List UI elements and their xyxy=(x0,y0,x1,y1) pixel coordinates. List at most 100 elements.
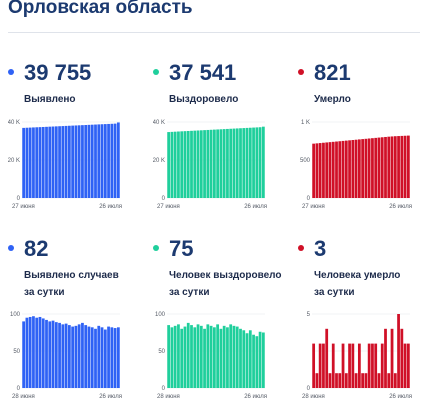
bar xyxy=(183,326,187,388)
bar xyxy=(367,343,371,388)
y-tick-label: 20 K xyxy=(153,158,165,164)
bar xyxy=(361,139,365,198)
bar xyxy=(84,325,88,388)
bar xyxy=(206,324,210,388)
bar xyxy=(48,321,52,388)
bar xyxy=(374,343,378,388)
bar xyxy=(212,327,216,388)
bar xyxy=(252,334,255,388)
bar xyxy=(107,326,110,388)
x-tick-label: 28 июня xyxy=(302,394,325,400)
bar xyxy=(245,127,249,198)
y-tick-label: 20 K xyxy=(8,158,20,164)
x-tick-label: 26 июля xyxy=(99,394,122,400)
bar xyxy=(400,135,404,198)
bar xyxy=(357,139,361,198)
bar xyxy=(216,129,220,198)
bar xyxy=(170,327,174,388)
bar xyxy=(328,142,332,198)
bar xyxy=(209,325,213,388)
stat-value: 82 xyxy=(8,236,48,262)
y-tick-label: 1 K xyxy=(301,120,310,126)
bar xyxy=(261,126,265,198)
bar xyxy=(90,124,94,198)
bar xyxy=(393,373,397,388)
bar xyxy=(94,124,97,198)
bar xyxy=(84,125,88,198)
bar xyxy=(226,327,229,388)
bar xyxy=(344,140,348,198)
bar xyxy=(97,325,101,388)
bar xyxy=(103,124,107,198)
legend-dot-icon xyxy=(8,69,14,76)
y-tick-label: 500 xyxy=(300,158,311,164)
bar-chart: 0 20 K 40 K 27 июня 26 июля xyxy=(8,120,122,210)
bar xyxy=(222,325,226,388)
stat-number: 821 xyxy=(314,60,351,85)
stat-number: 37 541 xyxy=(169,60,237,85)
bar xyxy=(222,129,226,198)
bar xyxy=(235,326,239,388)
bar xyxy=(361,373,365,388)
bar xyxy=(248,330,252,388)
bar xyxy=(252,127,255,198)
stat-label: Человека умерло за сутки xyxy=(314,267,400,301)
bar xyxy=(384,328,387,388)
y-tick-label: 0 xyxy=(162,386,166,392)
y-tick-label: 0 xyxy=(307,386,311,392)
x-tick-label: 26 июля xyxy=(389,204,412,210)
bar xyxy=(167,325,171,388)
bar xyxy=(331,343,335,388)
bar xyxy=(51,320,55,388)
bar xyxy=(239,128,242,198)
stat-label-line: за сутки xyxy=(169,287,210,298)
bar xyxy=(74,325,78,388)
bar xyxy=(177,131,180,198)
bar xyxy=(190,325,193,388)
stat-label-line: Человек выздоровело xyxy=(169,270,282,281)
bar xyxy=(325,328,329,388)
stat-value: 37 541 xyxy=(153,60,236,86)
bar xyxy=(387,136,391,198)
bar xyxy=(261,332,265,388)
y-tick-label: 100 xyxy=(10,312,21,318)
bar xyxy=(390,136,394,198)
y-tick-label: 50 xyxy=(13,349,20,355)
bar xyxy=(255,127,259,198)
bar xyxy=(87,124,91,198)
bar xyxy=(186,130,190,198)
bar xyxy=(180,328,184,388)
bar xyxy=(255,336,259,388)
bar xyxy=(212,129,216,198)
bar xyxy=(28,316,32,388)
stat-number: 39 755 xyxy=(24,60,92,85)
bar xyxy=(58,322,61,388)
bar xyxy=(116,122,120,198)
bar xyxy=(397,136,400,198)
y-tick-label: 100 xyxy=(155,312,166,318)
bar-chart: 0 5 28 июня 26 июля xyxy=(302,312,412,400)
stat-label: Умерло xyxy=(314,91,351,108)
bar xyxy=(219,328,223,388)
bar xyxy=(325,142,329,198)
bar xyxy=(258,331,262,388)
x-tick-label: 28 июня xyxy=(157,394,180,400)
bar xyxy=(71,326,75,388)
bar xyxy=(41,318,45,388)
bar xyxy=(377,137,381,198)
bar xyxy=(354,373,358,388)
bar xyxy=(206,129,210,198)
bar xyxy=(116,327,120,388)
bar xyxy=(403,343,407,388)
title-divider xyxy=(8,32,420,33)
bar xyxy=(315,143,319,198)
bar xyxy=(374,137,378,198)
bar xyxy=(45,319,48,388)
bar xyxy=(380,343,384,388)
bar xyxy=(364,373,368,388)
bar xyxy=(81,322,84,388)
bar xyxy=(199,130,203,198)
bar xyxy=(387,373,391,388)
legend-dot-icon xyxy=(153,69,159,76)
bar xyxy=(35,127,39,198)
